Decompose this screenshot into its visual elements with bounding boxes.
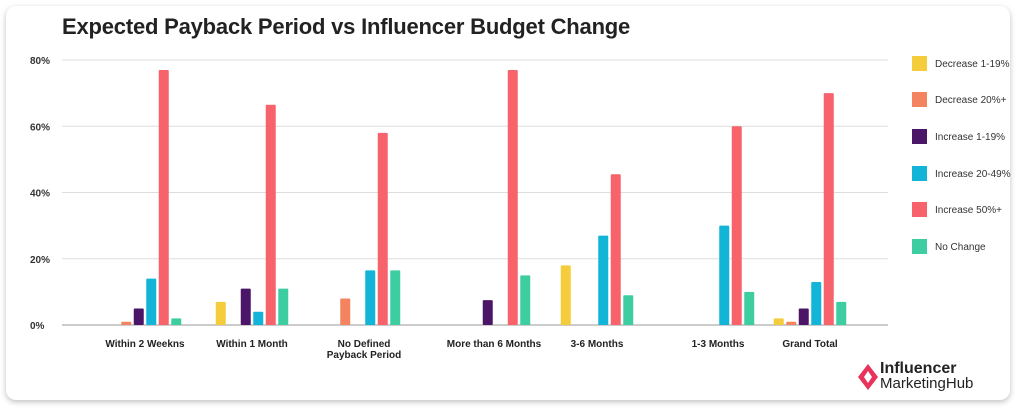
logo-mark-icon <box>858 364 878 390</box>
x-category-label: Payback Period <box>327 350 401 361</box>
bar <box>598 235 609 325</box>
bar <box>623 295 634 325</box>
bar <box>133 308 144 325</box>
bar <box>146 278 157 325</box>
bar <box>240 288 251 325</box>
x-category-label: 3-6 Months <box>571 339 624 350</box>
bar <box>482 300 493 325</box>
x-category-label: Grand Total <box>782 339 838 350</box>
bar <box>158 69 169 325</box>
legend-swatch <box>912 166 927 181</box>
bar <box>811 281 822 325</box>
bar <box>340 298 351 325</box>
y-tick-label: 80% <box>30 56 50 67</box>
legend-label: Increase 1-19% <box>935 132 1005 143</box>
y-tick-label: 0% <box>30 321 45 332</box>
bar <box>215 301 226 325</box>
bar <box>560 265 571 325</box>
legend-label: Decrease 1-19% <box>935 59 1010 70</box>
bar <box>798 308 809 325</box>
bar <box>823 93 834 325</box>
x-category-label: Within 2 Weekns <box>105 339 185 350</box>
legend-swatch <box>912 56 927 71</box>
legend-label: Increase 20-49% <box>935 169 1011 180</box>
bar <box>719 225 730 325</box>
bar <box>390 270 401 325</box>
y-tick-label: 40% <box>30 189 50 200</box>
bar <box>610 174 621 325</box>
y-tick-label: 60% <box>30 122 50 133</box>
legend-swatch <box>912 129 927 144</box>
legend-label: Decrease 20%+ <box>935 95 1007 106</box>
bar <box>520 275 531 325</box>
brand-logo: Influencer MarketingHub <box>858 360 998 394</box>
logo-text-influencer: Influencer <box>880 360 957 377</box>
legend-label: No Change <box>935 242 986 253</box>
bar <box>278 288 289 325</box>
bar <box>773 318 784 325</box>
bar <box>365 270 376 325</box>
bar <box>744 291 755 325</box>
bar <box>121 321 132 325</box>
x-category-label: More than 6 Months <box>447 339 542 350</box>
chart-title: Expected Payback Period vs Influencer Bu… <box>62 14 631 39</box>
x-category-label: 1-3 Months <box>692 339 745 350</box>
bar <box>786 321 797 325</box>
legend-swatch <box>912 202 927 217</box>
bar <box>253 311 264 325</box>
bar <box>507 69 518 325</box>
bar <box>377 132 388 325</box>
x-category-label: Within 1 Month <box>216 339 288 350</box>
legend-label: Increase 50%+ <box>935 205 1002 216</box>
y-tick-label: 20% <box>30 255 50 266</box>
bar <box>171 318 182 325</box>
legend-swatch <box>912 92 927 107</box>
x-category-label: No Defined <box>338 339 391 350</box>
legend-swatch <box>912 239 927 254</box>
bar <box>731 126 742 325</box>
bar <box>836 301 847 325</box>
bar <box>265 104 276 325</box>
logo-text-marketinghub: MarketingHub <box>880 375 974 392</box>
